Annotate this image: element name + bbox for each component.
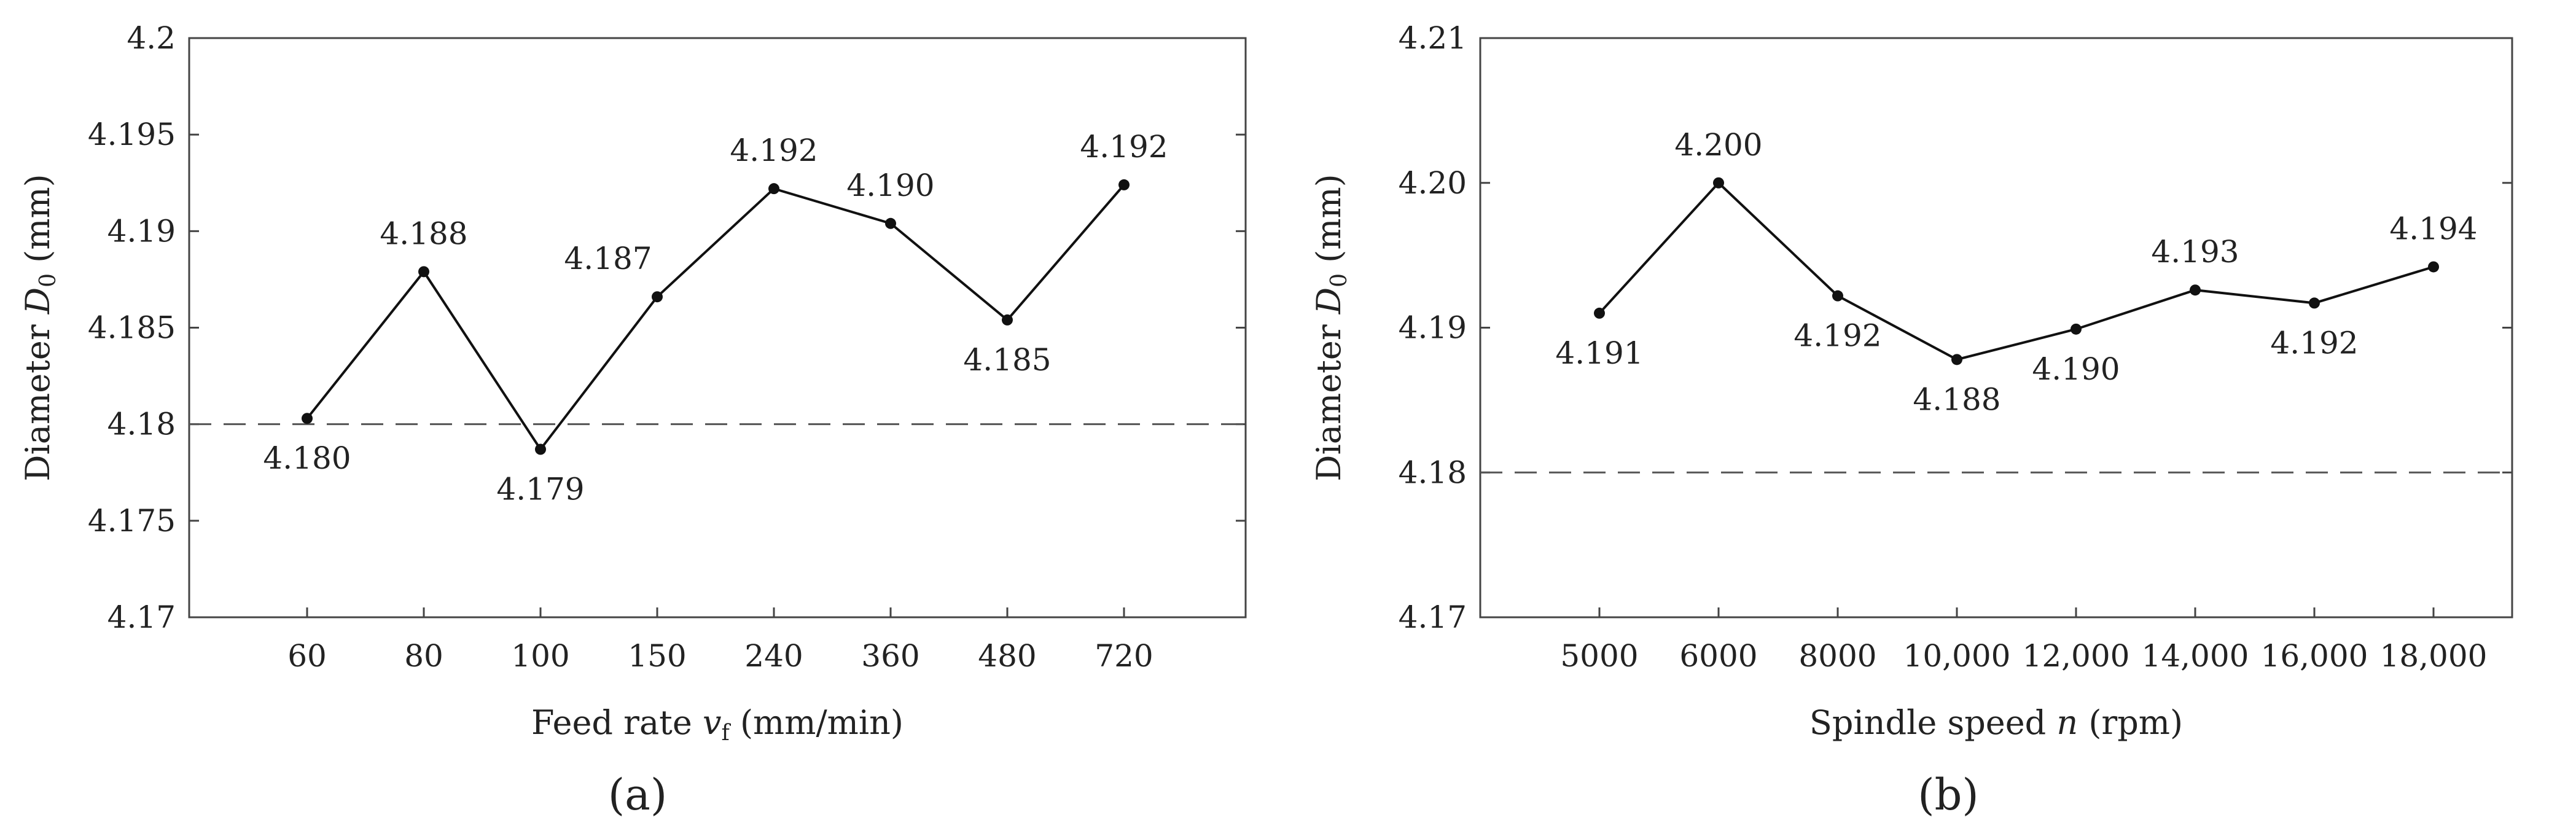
- x-tick-label: 480: [978, 638, 1036, 674]
- data-point: [2071, 323, 2082, 335]
- data-label: 4.185: [963, 342, 1051, 378]
- chart-a: 4.17 4.175 4.18 4.185 4.19 4.195 4.2 60 80 100 150…: [18, 20, 1247, 820]
- data-label: 4.188: [1913, 381, 2000, 417]
- data-point: [885, 217, 896, 229]
- x-tick-label: 720: [1095, 638, 1153, 674]
- y-axis-title: Diameter D0 (mm): [18, 174, 61, 481]
- x-tick-label: 240: [744, 638, 803, 674]
- plot-frame: [188, 37, 1247, 619]
- data-point: [2309, 297, 2320, 309]
- x-tick-label: 8000: [1798, 638, 1876, 674]
- data-point: [2190, 284, 2201, 296]
- data-label: 4.194: [2389, 211, 2477, 246]
- data-label: 4.179: [496, 472, 584, 507]
- data-label: 4.200: [1674, 127, 1762, 163]
- x-axis-title: Feed rate vf (mm/min): [531, 703, 904, 746]
- x-tick-label: 80: [404, 638, 443, 674]
- x-tick-label: 5000: [1560, 638, 1638, 674]
- y-tick-label: 4.18: [107, 407, 176, 442]
- y-tick-label: 4.20: [1399, 165, 1467, 201]
- x-tick-label: 100: [511, 638, 569, 674]
- panel-label: (b): [1918, 770, 1978, 820]
- data-point: [1118, 179, 1130, 190]
- y-tick-label: 4.2: [127, 20, 176, 56]
- x-tick-label: 18,000: [2380, 638, 2488, 674]
- y-tick-label: 4.17: [1399, 599, 1467, 635]
- y-tick-label: 4.19: [1399, 310, 1467, 346]
- chart-b: 4.17 4.18 4.19 4.20 4.21 5000 6000 8000 10,000 12…: [1309, 20, 2513, 820]
- data-label: 4.193: [2151, 234, 2239, 270]
- y-tick-label: 4.18: [1399, 455, 1467, 490]
- data-point: [768, 183, 779, 195]
- data-point: [2428, 261, 2439, 273]
- data-label: 4.192: [2270, 325, 2358, 361]
- data-point: [1002, 314, 1013, 326]
- x-tick-label: 12,000: [2023, 638, 2130, 674]
- data-label: 4.188: [380, 216, 467, 251]
- y-tick-label: 4.195: [88, 117, 176, 152]
- data-point: [652, 291, 663, 303]
- data-label: 4.190: [846, 168, 934, 203]
- series-line: [1598, 181, 2434, 361]
- data-point: [1951, 354, 1962, 365]
- data-label: 4.192: [1793, 318, 1881, 354]
- y-tick-label: 4.175: [88, 503, 176, 539]
- data-label: 4.190: [2032, 351, 2120, 387]
- series-line: [306, 184, 1125, 451]
- y-tick-label: 4.185: [88, 310, 176, 346]
- y-axis-title: Diameter D0 (mm): [1309, 174, 1352, 481]
- data-label: 4.180: [263, 440, 351, 476]
- x-tick-label: 150: [628, 638, 686, 674]
- x-tick-label: 16,000: [2261, 638, 2368, 674]
- data-label: 4.191: [1555, 335, 1643, 371]
- data-point: [1832, 290, 1843, 302]
- x-axis-title: Spindle speed n (rpm): [1809, 703, 2183, 742]
- x-tick-label: 6000: [1679, 638, 1757, 674]
- y-tick-label: 4.17: [107, 599, 176, 635]
- data-point: [302, 413, 313, 424]
- data-point: [1594, 307, 1605, 319]
- y-tick-label: 4.21: [1399, 20, 1467, 56]
- panel-label: (a): [608, 770, 667, 820]
- data-label: 4.192: [730, 133, 818, 168]
- x-tick-label: 360: [861, 638, 919, 674]
- x-tick-label: 10,000: [1903, 638, 2011, 674]
- data-label: 4.187: [564, 241, 652, 276]
- x-tick-label: 60: [287, 638, 327, 674]
- data-point: [1713, 177, 1724, 189]
- data-point: [535, 443, 546, 455]
- data-point: [418, 266, 429, 278]
- x-tick-label: 14,000: [2142, 638, 2249, 674]
- y-tick-label: 4.19: [107, 213, 176, 249]
- data-label: 4.192: [1080, 129, 1168, 165]
